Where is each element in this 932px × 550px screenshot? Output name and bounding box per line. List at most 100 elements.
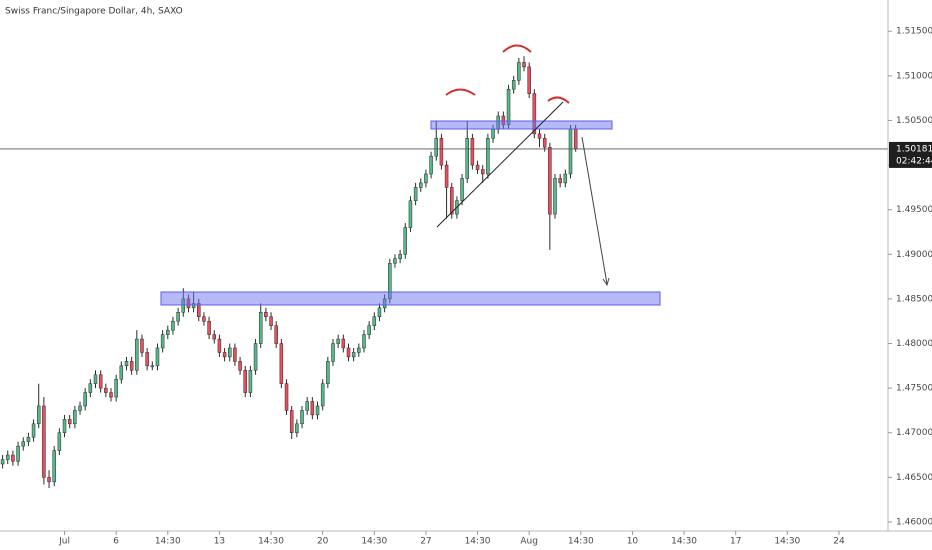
candle-body bbox=[568, 129, 573, 175]
candle-body bbox=[475, 164, 480, 170]
candle-body bbox=[150, 365, 155, 368]
candle-body bbox=[264, 312, 268, 318]
candle-body bbox=[222, 352, 227, 358]
candle-body bbox=[11, 454, 15, 462]
candle-body bbox=[279, 343, 284, 384]
right-shoulder bbox=[547, 96, 570, 104]
trend-line bbox=[436, 101, 564, 228]
candle-body bbox=[248, 370, 253, 393]
x-tick-label: 17 bbox=[730, 537, 741, 547]
candle-body bbox=[78, 405, 82, 411]
candle-body bbox=[553, 178, 557, 215]
x-tick-label: 14:30 bbox=[774, 537, 800, 547]
y-tick-label: 1.51000 bbox=[896, 71, 932, 81]
candle-body bbox=[119, 365, 124, 380]
plot bbox=[0, 56, 888, 489]
candle-body bbox=[532, 93, 537, 135]
y-tick-label: 1.48000 bbox=[896, 339, 932, 349]
x-tick-label: 14:30 bbox=[568, 537, 594, 547]
y-tick-label: 1.47000 bbox=[896, 428, 932, 438]
candle-body bbox=[98, 374, 103, 389]
y-tick-label: 1.49500 bbox=[896, 205, 932, 215]
x-tick-label: 20 bbox=[317, 537, 329, 547]
candle-body bbox=[465, 138, 469, 179]
x-tick-label: 14:30 bbox=[465, 537, 491, 547]
candle-body bbox=[336, 338, 340, 344]
candle-body bbox=[31, 423, 36, 438]
x-tick-label: 14:30 bbox=[361, 537, 387, 547]
candle-body bbox=[129, 361, 134, 371]
x-tick-label: 10 bbox=[627, 537, 639, 547]
candle-body bbox=[140, 338, 144, 353]
candle-body bbox=[439, 138, 444, 166]
candle-body bbox=[331, 343, 335, 362]
arrow-line bbox=[581, 136, 608, 285]
candle-body bbox=[372, 316, 377, 326]
candle-body bbox=[527, 66, 531, 94]
candle-body bbox=[83, 392, 87, 407]
candle-body bbox=[202, 316, 206, 322]
candle-body bbox=[310, 401, 315, 416]
candle-body bbox=[62, 419, 67, 433]
x-tick-label: Aug bbox=[520, 537, 538, 547]
candle-body bbox=[26, 436, 31, 442]
candle-body bbox=[444, 164, 449, 188]
candle-body bbox=[114, 378, 118, 398]
candle-body bbox=[124, 361, 129, 367]
candle-body bbox=[419, 182, 423, 188]
y-tick-label: 1.46500 bbox=[896, 473, 932, 483]
candle-body bbox=[269, 316, 273, 326]
candle-body bbox=[517, 62, 521, 81]
candle-body bbox=[320, 383, 325, 407]
candle-body bbox=[537, 133, 542, 139]
axes: 1.515001.510001.505001.500001.495001.490… bbox=[58, 27, 932, 547]
last-price-box bbox=[889, 141, 932, 168]
candle-body bbox=[16, 445, 20, 462]
last-price-label: 1.50181 bbox=[896, 144, 932, 154]
candle-body bbox=[227, 347, 232, 358]
candle-body bbox=[398, 254, 402, 260]
candle-body bbox=[460, 178, 464, 202]
support-zone bbox=[160, 291, 661, 306]
x-tick-label: 14:30 bbox=[155, 537, 181, 547]
candle-body bbox=[233, 347, 237, 362]
candle-body bbox=[171, 320, 175, 331]
candle-body bbox=[542, 138, 547, 148]
candle-body bbox=[109, 392, 113, 398]
candle-body bbox=[67, 419, 72, 425]
candle-body bbox=[166, 329, 170, 335]
candle-body bbox=[470, 138, 475, 166]
arrow-head bbox=[602, 277, 610, 287]
candle-body bbox=[506, 88, 511, 126]
candle-body bbox=[295, 423, 299, 433]
candle-body bbox=[57, 432, 62, 451]
candle-body bbox=[274, 325, 278, 344]
candle-body bbox=[217, 338, 222, 353]
candle-body bbox=[480, 169, 485, 175]
candle-body bbox=[289, 410, 294, 433]
candle-body bbox=[284, 383, 289, 411]
y-tick-label: 1.49000 bbox=[896, 250, 932, 260]
candle-body bbox=[73, 410, 77, 425]
candle-body bbox=[351, 352, 356, 358]
drawings bbox=[160, 44, 661, 306]
candle-body bbox=[160, 334, 165, 349]
y-tick-label: 1.51500 bbox=[896, 27, 932, 37]
candle-body bbox=[52, 450, 56, 483]
candle-body bbox=[362, 334, 366, 349]
x-tick-label: 14:30 bbox=[258, 537, 284, 547]
candle-body bbox=[367, 325, 371, 335]
candle-body bbox=[155, 347, 160, 367]
candle-body bbox=[429, 155, 433, 175]
candle-body bbox=[253, 343, 258, 371]
x-tick-label: Jul bbox=[58, 537, 70, 547]
candle-body bbox=[88, 383, 93, 393]
candle-body bbox=[326, 361, 330, 384]
candle-body bbox=[212, 334, 217, 340]
candle-body bbox=[393, 258, 397, 264]
candle-body bbox=[357, 347, 361, 353]
candle-body bbox=[548, 146, 552, 215]
x-tick-label: 6 bbox=[113, 537, 119, 547]
